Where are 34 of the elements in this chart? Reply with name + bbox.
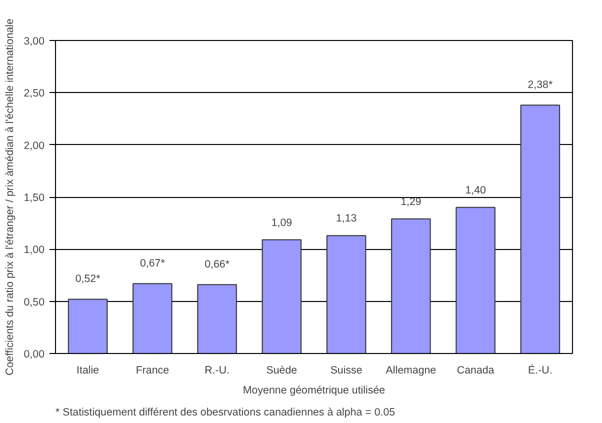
data-label: 1,29 [400,196,422,208]
x-tick-label: Canada [456,364,494,376]
y-tick-label: 3,00 [24,36,45,48]
bar [262,239,302,354]
text: * Statistiquement différent des obesrvations canadiennes à alpha = 0.05 [56,406,396,418]
x-tick-label: Suède [266,364,298,376]
data-label: 1,09 [271,216,292,229]
bar [326,235,366,354]
bar [456,206,496,354]
bar [132,283,172,354]
x-tick-label: É.-U. [528,364,552,376]
x-axis-title: Moyenne géométrique utilisée [242,384,386,396]
bar [520,104,560,354]
data-label: 2,38* [528,79,553,92]
y-tick-label: 2,50 [24,88,45,100]
bar [68,298,108,354]
bar [391,218,431,354]
x-tick-label: Allemagne [386,364,436,376]
data-label: 0,66* [204,258,230,271]
y-tick-label: 2,00 [24,140,45,152]
y-tick-label: 1,50 [24,192,45,204]
bar [197,284,237,354]
y-axis-title: Coefficients du ratio prix à l'étranger / prix àmédian à l'échelle internationale [4,18,16,376]
data-label: 0,52* [75,273,100,286]
x-tick-label: Italie [76,364,100,376]
data-label: 1,13 [336,212,357,225]
x-tick-label: R.-U. [204,364,230,376]
x-tick-label: France [136,364,170,376]
data-label: 0,67* [140,258,165,270]
y-tick-label: 0,50 [24,296,45,308]
y-tick-label: 1,00 [24,244,45,256]
x-tick-label: Suisse [330,364,362,376]
data-label: 1,40 [465,184,486,196]
y-tick-label: 0,00 [24,348,45,360]
